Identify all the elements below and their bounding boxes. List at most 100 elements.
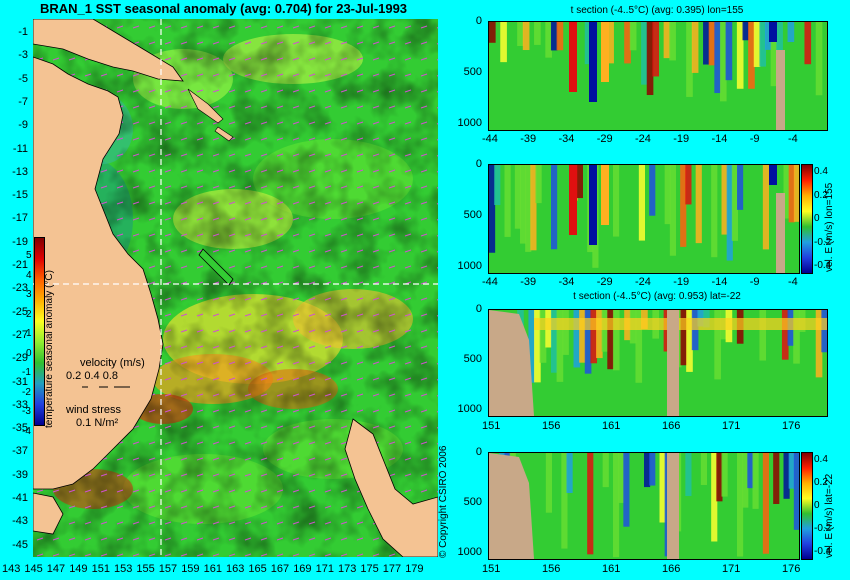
section-anomaly-column [607, 310, 614, 370]
lat-tick: -27 [12, 328, 28, 341]
section-anomaly-column [747, 453, 754, 489]
section-land [489, 453, 534, 559]
map-colorbar-tick: 2 [26, 308, 32, 320]
section-anomaly-column [534, 310, 541, 383]
section-anomaly-column [556, 22, 564, 51]
lat-tick: -31 [12, 375, 28, 388]
section-4-x-tick: 166 [662, 563, 681, 575]
lat-tick: -29 [12, 352, 28, 365]
section-anomaly-column [719, 22, 727, 102]
map-colorbar-tick: 1 [26, 328, 32, 339]
section-anomaly-column [539, 310, 547, 363]
lat-tick: -39 [12, 468, 28, 481]
section-anomaly-column [607, 22, 614, 64]
map-colorbar-tick: -3 [22, 406, 31, 417]
section-anomaly-column [695, 165, 702, 244]
section-anomaly-column [629, 22, 637, 51]
section-anomaly-column [685, 165, 692, 205]
section-anomaly-column [613, 453, 620, 558]
map-colorbar-label: temperature seasonal anomaly (°C) [44, 270, 55, 428]
solomon-islands [187, 88, 224, 124]
section-3-x-tick: 156 [542, 420, 561, 432]
section-1-x-tick: -39 [520, 133, 537, 145]
lat-tick: -37 [12, 445, 28, 458]
section-anomaly-column [562, 310, 569, 355]
section-anomaly-column [669, 165, 676, 256]
section-2-colorbar-tick: -0.4 [814, 260, 832, 271]
section-anomaly-column [556, 310, 564, 382]
tasmania-land [33, 492, 64, 535]
section-anomaly-column [550, 310, 558, 373]
section-anomaly-column [649, 165, 656, 216]
section-anomaly-column [815, 22, 823, 96]
lon-tick: 167 [270, 563, 290, 575]
lat-tick: -11 [12, 142, 28, 155]
lon-tick: 173 [338, 563, 357, 575]
section-anomaly-column [804, 22, 812, 65]
section-anomaly-column [624, 22, 631, 64]
section-1-y-tick: 1000 [457, 116, 482, 129]
sst-map [33, 19, 438, 557]
section-anomaly-column [579, 310, 586, 363]
new-zealand-land [344, 418, 438, 557]
map-colorbar-tick: 3 [26, 289, 32, 300]
section-1-x-tick: -9 [749, 133, 760, 145]
section-feature [569, 165, 577, 235]
lat-tick: -43 [12, 515, 28, 528]
section-2-colorbar-tick: 0 [814, 213, 820, 224]
lat-tick: -1 [18, 26, 28, 38]
section-feature [769, 22, 777, 42]
section-anomaly-column [680, 310, 688, 366]
section-anomaly-column [685, 453, 692, 496]
section-2-x-tick: -34 [558, 276, 575, 288]
section-anomaly-column [635, 310, 643, 383]
section-anomaly-column [514, 165, 521, 229]
section-2-y-tick: 0 [475, 158, 482, 170]
section-anomaly-column [736, 22, 744, 89]
section-2-y-tick: 1000 [457, 259, 482, 272]
section-anomaly-column [762, 165, 769, 250]
section-anomaly-column [711, 165, 718, 258]
section-land [489, 310, 534, 416]
section-anomaly-column [534, 22, 541, 45]
lat-tick: -21 [12, 259, 28, 271]
map-title: BRAN_1 SST seasonal anomaly (avg: 0.704)… [40, 1, 408, 16]
lon-tick: 155 [136, 563, 155, 575]
lon-tick: 153 [114, 563, 133, 575]
section-4-x-tick: 151 [482, 563, 501, 575]
section-anomaly-column [691, 22, 699, 73]
section-feature [601, 165, 609, 225]
section-4-y-tick: 0 [475, 446, 482, 458]
section-4-y-tick: 500 [463, 495, 482, 508]
lat-tick: -35 [12, 422, 28, 435]
lat-tick: -33 [12, 398, 28, 411]
velocity-label: velocity (m/s) [80, 357, 145, 369]
section-anomaly-column [576, 165, 583, 199]
map-colorbar-tick: -2 [22, 386, 31, 398]
section-anomaly-column [612, 310, 620, 371]
section-anomaly-column [596, 310, 603, 359]
section-anomaly-column [737, 165, 744, 210]
map-colorbar-tick: 4 [26, 269, 32, 281]
section-anomaly-column [759, 310, 767, 361]
sst-map-svg [33, 19, 438, 557]
lat-tick: -13 [12, 165, 28, 178]
section-anomaly-column [742, 22, 750, 41]
section-anomaly-column [584, 310, 592, 374]
section-anomaly-column [646, 22, 654, 96]
section-anomaly-column [613, 165, 620, 237]
section-1-y-tick: 500 [463, 65, 482, 78]
section-anomaly-column [708, 22, 716, 66]
section-2-x-tick: -44 [482, 276, 498, 288]
section-anomaly-column [659, 453, 666, 523]
lon-tick: 143 [2, 563, 21, 575]
section-2-x-tick: -4 [788, 276, 798, 288]
section-3-x-tick: 166 [662, 420, 681, 432]
section-3-x-tick: 151 [482, 420, 501, 432]
section-land [776, 50, 785, 130]
section-4-x-tick: 171 [722, 563, 741, 575]
section-anomaly-column [494, 165, 501, 206]
section-anomaly-column [711, 453, 718, 542]
section-3-y-tick: 0 [475, 303, 482, 315]
section-4-x-tick: 156 [542, 563, 561, 575]
